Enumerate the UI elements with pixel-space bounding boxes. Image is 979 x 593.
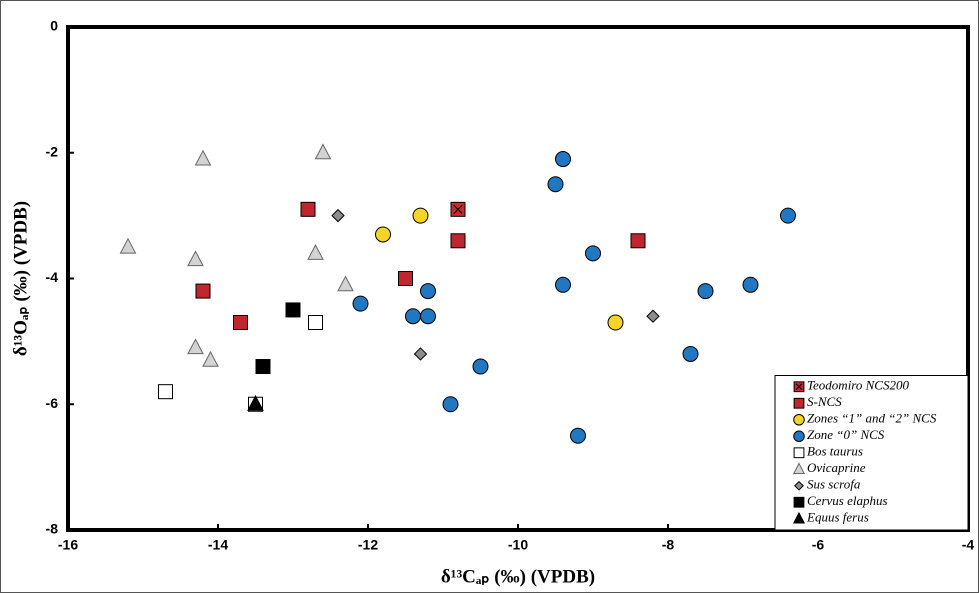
point bbox=[472, 358, 489, 375]
point bbox=[555, 276, 571, 293]
legend-marker bbox=[792, 511, 806, 524]
plot-frame bbox=[66, 25, 970, 532]
legend-marker bbox=[792, 462, 806, 474]
point bbox=[412, 207, 429, 224]
point bbox=[413, 347, 428, 361]
legend-label: S-NCS bbox=[807, 394, 842, 409]
point bbox=[420, 308, 436, 325]
legend-marker bbox=[794, 480, 804, 491]
x-tick-label: -4 bbox=[962, 537, 975, 553]
legend-label: Sus scrofa bbox=[807, 477, 861, 492]
point bbox=[187, 250, 204, 267]
legend-label: Teodomiro NCS200 bbox=[807, 378, 909, 393]
y-tick-label: -6 bbox=[46, 395, 59, 411]
legend-label: Zones “1” and “2” NCS bbox=[807, 411, 937, 426]
point bbox=[742, 276, 759, 293]
legend-label: Zone “0” NCS bbox=[807, 427, 885, 442]
x-tick-label: -12 bbox=[358, 537, 378, 553]
marker-cross bbox=[795, 383, 803, 391]
point bbox=[555, 151, 571, 168]
point bbox=[450, 233, 466, 249]
point bbox=[547, 176, 564, 193]
point bbox=[375, 226, 391, 243]
y-tick-label: -2 bbox=[46, 143, 59, 159]
point bbox=[337, 275, 354, 292]
legend-marker bbox=[793, 397, 805, 409]
y-axis-label: δ¹³Oₐₚ (‰) (VPDB) bbox=[10, 201, 31, 356]
x-tick-label: -6 bbox=[812, 537, 825, 553]
legend-label: Bos taurus bbox=[807, 444, 863, 459]
y-tick-label: -4 bbox=[46, 269, 59, 285]
x-tick-label: -16 bbox=[58, 537, 78, 553]
point bbox=[646, 309, 660, 323]
point bbox=[630, 233, 646, 249]
legend-marker bbox=[793, 496, 805, 508]
point bbox=[194, 149, 212, 166]
point bbox=[405, 308, 421, 325]
x-tick-label: -8 bbox=[662, 537, 675, 553]
legend-box bbox=[774, 375, 969, 531]
point bbox=[682, 345, 699, 362]
x-tick-label: -10 bbox=[508, 537, 528, 553]
point bbox=[314, 143, 332, 160]
point bbox=[255, 359, 271, 375]
point bbox=[195, 283, 211, 299]
point bbox=[202, 350, 219, 367]
point bbox=[233, 315, 248, 331]
point bbox=[442, 396, 459, 413]
point bbox=[352, 295, 369, 312]
point bbox=[585, 245, 601, 262]
point bbox=[570, 427, 586, 444]
point bbox=[607, 314, 624, 331]
x-tick-label: -14 bbox=[208, 537, 228, 553]
point bbox=[307, 244, 324, 260]
point bbox=[420, 283, 436, 300]
legend-marker bbox=[793, 414, 805, 426]
y-tick-label: 0 bbox=[50, 18, 58, 34]
legend-marker bbox=[793, 447, 805, 459]
y-tick-label: -8 bbox=[46, 521, 59, 537]
point bbox=[300, 201, 316, 217]
point bbox=[398, 271, 413, 286]
point bbox=[780, 207, 796, 224]
point bbox=[697, 283, 714, 300]
point bbox=[187, 338, 204, 355]
legend-label: Cervus elaphus bbox=[807, 493, 888, 508]
x-axis-label: δ¹³Cₐₚ (‰) (VPDB) bbox=[441, 566, 595, 587]
point bbox=[331, 208, 345, 223]
marker-cross bbox=[453, 204, 463, 214]
point bbox=[308, 315, 323, 331]
legend-label: Ovicaprine bbox=[807, 460, 866, 475]
point bbox=[247, 394, 264, 411]
legend-marker bbox=[793, 430, 805, 442]
point bbox=[119, 237, 137, 254]
point bbox=[285, 302, 301, 318]
legend-label: Equus ferus bbox=[806, 510, 869, 525]
point bbox=[158, 384, 173, 400]
